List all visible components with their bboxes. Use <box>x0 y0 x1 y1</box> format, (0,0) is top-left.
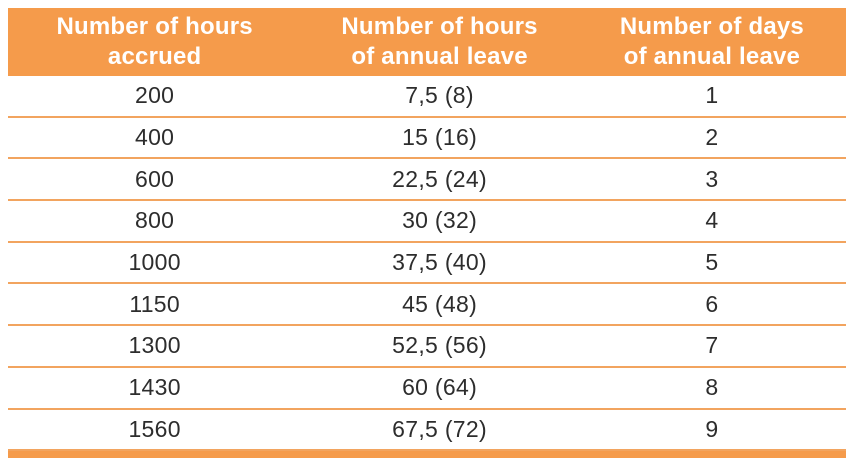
cell-days-annual-leave: 1 <box>705 82 719 109</box>
cell-hours-annual-leave: 52,5 (56) <box>392 332 487 359</box>
cell-hours-accrued: 1430 <box>128 374 181 401</box>
cell-hours-accrued: 1150 <box>129 290 180 317</box>
cell-hours-accrued: 1000 <box>128 249 181 276</box>
cell-hours-accrued: 1560 <box>128 415 181 442</box>
table-row: 1430 60 (64) 8 <box>8 368 846 410</box>
column-header-days-annual-leave: Number of days of annual leave <box>619 13 804 70</box>
table-row: 1000 37,5 (40) 5 <box>8 243 846 285</box>
table-bottom-bar <box>8 451 846 459</box>
table-row: 1150 45 (48) 6 <box>8 284 846 327</box>
cell-hours-annual-leave: 45 (48) <box>402 290 478 317</box>
cell-hours-accrued: 1300 <box>128 332 181 359</box>
cell-days-annual-leave: 8 <box>705 374 719 401</box>
cell-hours-annual-leave: 37,5 (40) <box>392 249 487 276</box>
column-header-hours-annual-leave: Number of hours of annual leave <box>341 13 538 70</box>
table-row: 1300 52,5 (56) 7 <box>8 326 846 368</box>
cell-hours-annual-leave: 30 (32) <box>402 207 478 234</box>
table-row: 800 30 (32) 4 <box>8 201 846 243</box>
column-header-hours-accrued: Number of hours accrued <box>56 13 253 70</box>
cell-days-annual-leave: 2 <box>705 124 719 151</box>
cell-days-annual-leave: 5 <box>705 249 719 276</box>
cell-hours-accrued: 600 <box>135 165 175 192</box>
cell-days-annual-leave: 6 <box>705 290 719 317</box>
cell-hours-annual-leave: 60 (64) <box>402 374 478 401</box>
table-row: 600 22,5 (24) 3 <box>8 159 846 202</box>
cell-hours-annual-leave: 22,5 (24) <box>392 165 487 192</box>
table-row: 200 7,5 (8) 1 <box>8 76 846 118</box>
cell-hours-annual-leave: 7,5 (8) <box>405 82 474 109</box>
cell-days-annual-leave: 4 <box>705 207 719 234</box>
cell-hours-annual-leave: 67,5 (72) <box>392 415 487 442</box>
cell-days-annual-leave: 9 <box>705 415 719 442</box>
cell-days-annual-leave: 3 <box>705 165 719 192</box>
cell-hours-accrued: 800 <box>135 207 175 234</box>
table-row: 1560 67,5 (72) 9 <box>8 410 846 452</box>
cell-days-annual-leave: 7 <box>705 332 719 359</box>
table-row: 400 15 (16) 2 <box>8 118 846 160</box>
cell-hours-accrued: 400 <box>135 124 175 151</box>
cell-hours-accrued: 200 <box>135 82 175 109</box>
cell-hours-annual-leave: 15 (16) <box>402 124 478 151</box>
table-header-row: Number of hours accrued Number of hours … <box>8 8 846 76</box>
